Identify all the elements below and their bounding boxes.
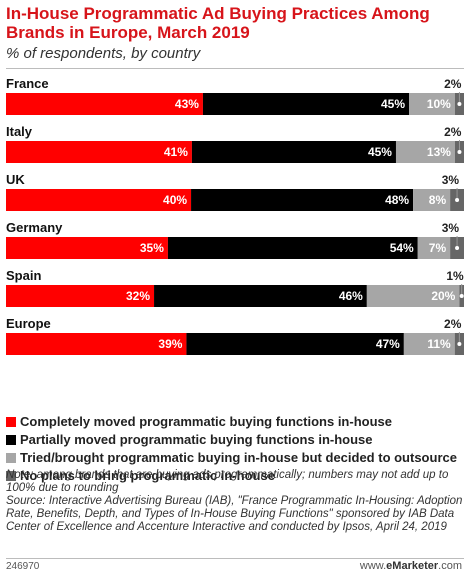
data-label: 2% [444, 125, 462, 139]
chart-id: 246970 [6, 561, 40, 572]
leader-dot [457, 342, 462, 346]
data-label: 3% [442, 173, 460, 187]
footnote: Note: among brands that are buying ads p… [6, 469, 464, 534]
legend: Completely moved programmatic buying fun… [6, 414, 466, 486]
data-label: 45% [368, 145, 392, 159]
category-label: Germany [6, 220, 63, 235]
bar-segment [6, 141, 192, 163]
legend-swatch-red [6, 417, 16, 427]
bar-segment [413, 189, 451, 211]
legend-item-completely: Completely moved programmatic buying fun… [6, 414, 466, 430]
leader-dot [455, 246, 460, 250]
legend-label: Partially moved programmatic buying func… [20, 432, 373, 447]
data-label: 47% [376, 337, 400, 351]
data-label: 2% [444, 317, 462, 331]
legend-label: No plans to bring programmatic in-house [20, 468, 275, 483]
brand-logo: www.eMarketer.com [359, 560, 462, 572]
category-label: UK [6, 172, 25, 187]
data-label: 8% [429, 193, 447, 207]
bar-segment [395, 141, 455, 163]
legend-label: Tried/brought programmatic buying in-hou… [20, 450, 457, 465]
bar-segment [6, 189, 192, 211]
data-label: 41% [164, 145, 188, 159]
data-label: 20% [431, 289, 455, 303]
bar-segment [6, 93, 203, 115]
data-label: 13% [427, 145, 451, 159]
bar-segment [366, 285, 460, 307]
data-label: 46% [339, 289, 363, 303]
data-label: 32% [126, 289, 150, 303]
bar-segment [403, 333, 455, 355]
chart-title: In-House Programmatic Ad Buying Practice… [6, 4, 430, 42]
data-label: 39% [158, 337, 182, 351]
data-label: 45% [381, 97, 405, 111]
bottom-divider [6, 558, 464, 559]
data-label: 35% [140, 241, 164, 255]
legend-item-partially: Partially moved programmatic buying func… [6, 432, 466, 448]
bar-segment [417, 237, 451, 259]
data-label: 2% [444, 77, 462, 91]
top-divider [6, 68, 464, 69]
legend-swatch-darkgray [6, 471, 16, 481]
category-label: France [6, 76, 49, 91]
category-label: Spain [6, 268, 41, 283]
bar-segment [191, 141, 396, 163]
data-label: 10% [427, 97, 451, 111]
bar-segment [6, 237, 168, 259]
bar-segment [186, 333, 404, 355]
legend-item-outsourced: Tried/brought programmatic buying in-hou… [6, 450, 466, 466]
chart-subtitle: % of respondents, by country [6, 45, 201, 62]
legend-item-no-plans: No plans to bring programmatic in-house [6, 468, 466, 484]
legend-swatch-lightgray [6, 453, 16, 463]
leader-dot [459, 294, 464, 298]
bar-segment [6, 333, 187, 355]
bar-segment [191, 189, 414, 211]
bar-segment [6, 285, 155, 307]
bar-segment [409, 93, 455, 115]
stacked-bar-chart: France 43% 45% 10% 2% Italy 41% 45% 13% 2% UK 40% 48… [6, 76, 464, 355]
note-text: Note: among brands that are buying ads p… [6, 469, 449, 494]
category-label: Italy [6, 124, 33, 139]
leader-dot [457, 102, 462, 106]
data-label: 3% [442, 221, 460, 235]
leader-dot [455, 198, 460, 202]
bar-segment [167, 237, 418, 259]
data-label: 43% [175, 97, 199, 111]
data-label: 11% [427, 337, 451, 351]
data-label: 48% [385, 193, 409, 207]
legend-swatch-black [6, 435, 16, 445]
leader-dot [457, 150, 462, 154]
data-label: 54% [390, 241, 414, 255]
bar-segment [202, 93, 410, 115]
data-label: 7% [429, 241, 447, 255]
category-label: Europe [6, 316, 51, 331]
bar-segment [154, 285, 367, 307]
legend-label: Completely moved programmatic buying fun… [20, 414, 392, 429]
data-label: 1% [446, 269, 464, 283]
data-label: 40% [163, 193, 187, 207]
source-text: Source: Interactive Advertising Bureau (… [6, 495, 463, 533]
